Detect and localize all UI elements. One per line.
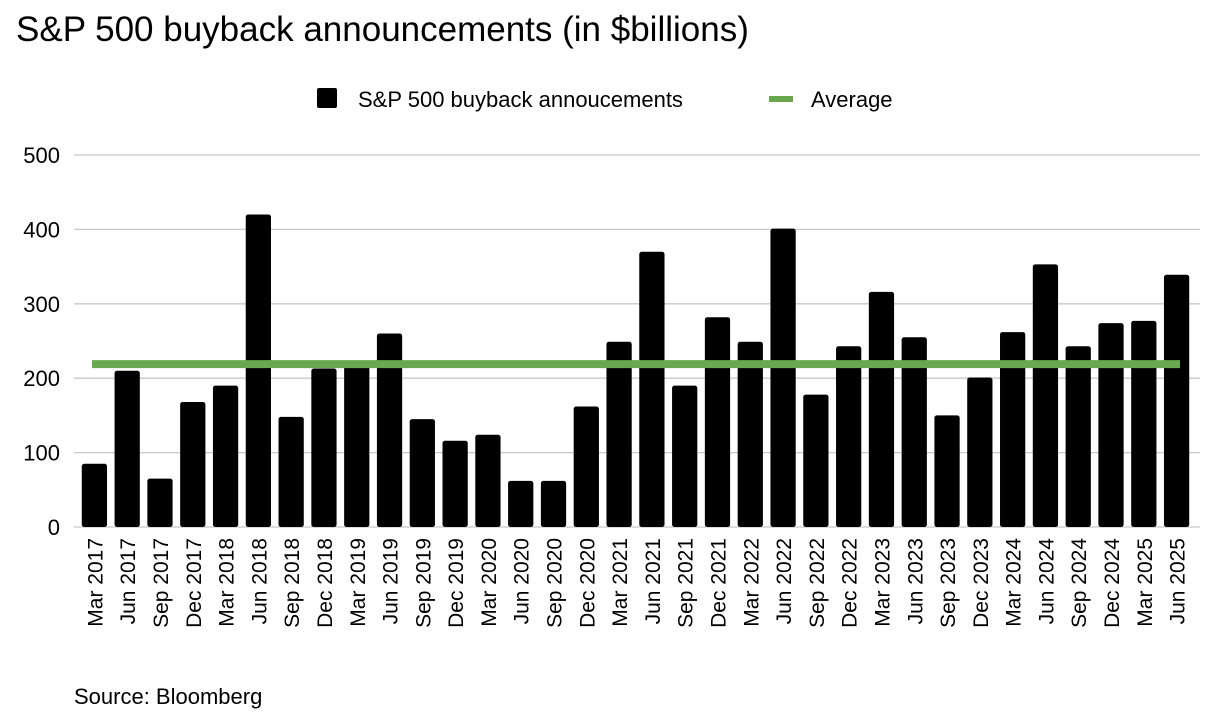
x-tick-label: Dec 2024 — [1101, 538, 1124, 628]
gridlines — [74, 154, 1200, 528]
x-tick-label: Sep 2021 — [675, 538, 698, 628]
bar — [344, 364, 370, 527]
x-tick-label: Jun 2025 — [1167, 538, 1190, 624]
bar — [573, 406, 599, 527]
legend-swatch-bars — [317, 88, 337, 108]
bar — [540, 480, 567, 527]
x-tick-label: Dec 2018 — [314, 538, 337, 628]
bar — [737, 341, 763, 527]
x-tick-label: Sep 2023 — [937, 538, 960, 628]
source-note: Source: Bloomberg — [74, 684, 263, 709]
bar — [836, 346, 862, 527]
x-axis: Mar 2017 Jun 2017 Sep 2017 Dec 2017 Mar 2018… — [84, 538, 1189, 628]
x-tick-label: Mar 2020 — [478, 538, 501, 627]
x-tick-label: Dec 2020 — [576, 538, 599, 628]
y-tick-label: 500 — [23, 143, 60, 168]
x-tick-label: Sep 2024 — [1068, 538, 1091, 628]
x-tick-label: Sep 2019 — [412, 538, 435, 628]
bar — [245, 214, 271, 527]
x-tick-label: Sep 2017 — [150, 538, 173, 628]
x-tick-label: Sep 2018 — [281, 538, 304, 628]
x-tick-label: Jun 2017 — [117, 538, 140, 624]
bar-series — [81, 214, 1190, 527]
bar — [212, 385, 239, 527]
x-tick-label: Jun 2019 — [380, 538, 403, 624]
bar — [81, 463, 108, 527]
bar — [1131, 320, 1157, 527]
x-tick-label: Mar 2024 — [1003, 538, 1026, 627]
bar — [409, 419, 435, 527]
y-tick-label: 200 — [23, 366, 60, 391]
x-tick-label: Dec 2022 — [839, 538, 862, 628]
x-tick-label: Jun 2023 — [904, 538, 927, 624]
x-tick-label: Mar 2022 — [740, 538, 763, 627]
bar — [114, 370, 140, 527]
x-tick-label: Dec 2017 — [183, 538, 206, 628]
bar — [1098, 323, 1124, 527]
x-tick-label: Mar 2021 — [609, 538, 632, 627]
bar — [704, 317, 731, 527]
bar — [803, 394, 829, 527]
bar — [147, 478, 173, 527]
x-tick-label: Dec 2021 — [707, 538, 730, 628]
bar — [934, 415, 960, 527]
x-tick-label: Jun 2020 — [511, 538, 534, 624]
bar — [1032, 264, 1059, 527]
y-tick-label: 0 — [48, 515, 60, 540]
y-axis: 0 100 200 300 400 500 — [23, 143, 60, 540]
legend-label-bars: S&P 500 buyback annoucements — [358, 87, 683, 112]
legend-label-average: Average — [811, 87, 893, 112]
x-tick-label: Mar 2025 — [1134, 538, 1157, 627]
legend: S&P 500 buyback annoucements Average — [317, 87, 893, 112]
bar — [1065, 346, 1091, 527]
x-tick-label: Sep 2020 — [544, 538, 567, 628]
bar — [606, 341, 632, 527]
bar — [967, 377, 993, 527]
bar — [508, 480, 534, 527]
y-tick-label: 300 — [23, 292, 60, 317]
bar — [475, 434, 501, 527]
y-tick-label: 100 — [23, 441, 60, 466]
x-tick-label: Dec 2023 — [970, 538, 993, 628]
x-tick-label: Jun 2024 — [1035, 538, 1058, 625]
x-tick-label: Jun 2018 — [248, 538, 271, 624]
bar — [901, 337, 927, 527]
bar — [376, 333, 403, 527]
bar — [1000, 332, 1026, 527]
bar — [278, 416, 304, 527]
bar — [639, 251, 665, 527]
bar — [770, 228, 796, 527]
x-tick-label: Mar 2017 — [84, 538, 107, 627]
bar — [180, 402, 206, 527]
x-tick-label: Mar 2023 — [871, 538, 894, 627]
chart-title: S&P 500 buyback announcements (in $billi… — [16, 10, 749, 49]
y-tick-label: 400 — [23, 217, 60, 242]
bar — [1163, 274, 1190, 527]
x-tick-label: Mar 2018 — [216, 538, 239, 627]
x-tick-label: Dec 2019 — [445, 538, 468, 628]
x-tick-label: Jun 2022 — [773, 538, 796, 624]
bar — [442, 440, 468, 527]
bar — [868, 291, 895, 527]
x-tick-label: Sep 2022 — [806, 538, 829, 628]
x-tick-label: Jun 2021 — [642, 538, 665, 624]
bar — [672, 385, 698, 527]
x-tick-label: Mar 2019 — [347, 538, 370, 627]
bar — [311, 368, 337, 527]
